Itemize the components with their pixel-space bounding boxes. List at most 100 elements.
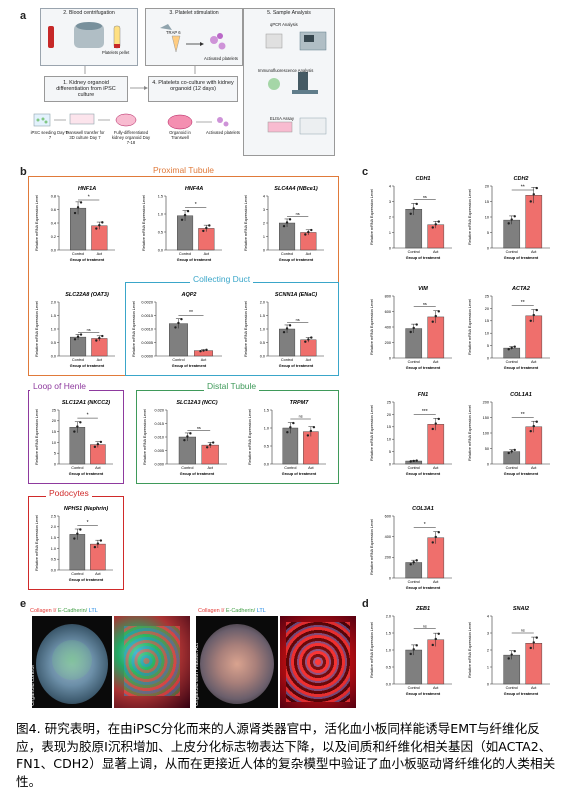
x-tick-label-act: Act xyxy=(306,252,312,256)
chart-acta2: ACTA2 0 5 10 15 20 25 Relative mRNA Expression … xyxy=(466,282,558,376)
data-point xyxy=(312,425,316,429)
plate-reader-icon xyxy=(299,117,327,135)
y-tick-label: 15 xyxy=(485,200,489,204)
y-axis-label: Relative mRNA Expression Level xyxy=(35,195,39,251)
workflow-arrows xyxy=(33,66,229,130)
chart-snai2: SNAI2 0 1 2 3 4 Relative mRNA Expression Level… xyxy=(466,602,558,702)
x-tick-label-act: Act xyxy=(97,358,103,362)
x-axis-label: Group of treatment xyxy=(504,692,539,696)
significance-label: ns xyxy=(296,318,300,322)
data-point xyxy=(101,334,104,338)
y-tick-label: 0 xyxy=(263,248,265,252)
y-tick-label: 0.0 xyxy=(51,568,56,572)
significance-label: ns xyxy=(87,328,91,332)
x-tick-label-act: Act xyxy=(531,360,537,364)
data-point xyxy=(529,200,532,203)
data-point xyxy=(529,646,532,650)
y-tick-label: 2.0 xyxy=(51,525,56,529)
chart-svg: SLC4A4 (NBce1) 0 1 2 3 4 Relative mRNA Express… xyxy=(244,186,324,262)
activated-platelet-icon xyxy=(210,36,218,44)
x-tick-label-control: Control xyxy=(408,580,420,584)
data-point xyxy=(513,215,516,218)
x-tick-label-control: Control xyxy=(506,686,518,690)
y-tick-label: 15 xyxy=(387,425,391,429)
data-point xyxy=(535,308,538,312)
data-point xyxy=(513,448,516,452)
y-tick-label: 25 xyxy=(52,408,56,412)
chart-svg: AQP2 0.0000 0.0005 0.0010 0.0015 0.0020 Relati… xyxy=(132,292,222,368)
chart-svg: NPHS1 (Nephrin) 0.0 0.5 1.0 1.5 2.0 2.5 Relativ… xyxy=(35,506,113,582)
y-tick-label: 0.0 xyxy=(51,354,56,358)
x-axis-label: Group of treatment xyxy=(172,364,207,368)
x-tick-label-control: Control xyxy=(72,252,84,256)
x-axis-label: Group of treatment xyxy=(504,256,539,260)
activated-platelet-icon-2 xyxy=(217,117,223,123)
organoid-control-overview-image xyxy=(32,616,112,708)
data-point xyxy=(409,330,412,334)
data-point xyxy=(76,425,79,428)
x-axis-label: Group of treatment xyxy=(279,258,314,262)
y-tick-label: 0 xyxy=(389,462,391,466)
y-tick-label: 0.0015 xyxy=(141,314,153,318)
transwell-label: Transwell transfer for 3D culture Day 7 xyxy=(65,130,105,140)
data-point xyxy=(76,532,79,535)
step-1-label: 1. Kidney organoid differentiation from … xyxy=(56,80,116,98)
chart-cdh1: CDH1 0 1 2 3 4 Relative mRNA Expression Level n… xyxy=(368,172,460,266)
y-tick-label: 0.0010 xyxy=(141,327,153,331)
chart-svg: HNF1A 0.0 0.2 0.4 0.6 0.8 Relative mRNA Expres… xyxy=(35,186,115,262)
legend-treated: Collagen I/ E-Cadherin/ LTL xyxy=(198,608,266,614)
y-axis-label: Relative mRNA Expression Level xyxy=(248,409,252,465)
y-tick-label: 600 xyxy=(385,514,391,518)
chart-svg: FN1 0 5 10 15 20 25 Relative mRNA Expression Le… xyxy=(370,392,452,476)
y-tick-label: 20 xyxy=(485,184,489,188)
collecting-duct-title: Collecting Duct xyxy=(190,274,254,284)
data-point xyxy=(434,535,437,539)
chart-title: VIM xyxy=(418,286,428,292)
y-axis-label: Relative mRNA Expression Level xyxy=(370,405,374,461)
y-tick-label: 25 xyxy=(387,400,391,404)
trap6-label: TRAP 6 xyxy=(166,30,181,35)
y-tick-label: 0 xyxy=(54,462,56,466)
y-tick-label: 0.5 xyxy=(386,665,391,669)
data-point xyxy=(415,202,418,206)
step-3-box: 3. Platelet stimulation xyxy=(145,8,243,66)
bar-act xyxy=(90,543,106,571)
organoid-treated-zoom-image xyxy=(280,616,356,708)
chart-title: FN1 xyxy=(418,392,428,398)
y-tick-label: 1.0 xyxy=(158,212,163,216)
data-point xyxy=(437,310,440,313)
y-tick-label: 20 xyxy=(387,413,391,417)
organoid-transwell-label: Organoid in Transwell xyxy=(169,130,191,140)
bar-act xyxy=(427,424,445,465)
chart-svg: ACTA2 0 5 10 15 20 25 Relative mRNA Expression … xyxy=(468,286,550,370)
bar-control xyxy=(405,562,423,579)
y-tick-label: 10 xyxy=(485,215,489,219)
y-tick-label: 0 xyxy=(389,356,391,360)
y-tick-label: 1 xyxy=(263,235,265,239)
data-point xyxy=(282,330,286,334)
y-tick-label: 50 xyxy=(485,447,489,451)
data-point xyxy=(73,338,77,341)
y-tick-label: 200 xyxy=(483,400,489,404)
data-point xyxy=(307,338,310,341)
y-tick-label: 20 xyxy=(52,419,56,423)
qpcr-label: qPCR Analysis xyxy=(270,22,298,27)
y-tick-label: 5 xyxy=(487,344,489,348)
proximal-tubule-title: Proximal Tubule xyxy=(150,165,217,175)
data-point xyxy=(209,443,212,446)
data-point xyxy=(431,427,434,431)
chart-title: COL3A1 xyxy=(412,506,434,512)
bar-act xyxy=(525,426,543,465)
label-organoid-treated: Organoid with Platelet Act xyxy=(194,643,200,706)
data-point xyxy=(431,643,434,647)
data-point xyxy=(434,637,437,641)
y-tick-label: 25 xyxy=(485,294,489,298)
chart-nphs1: NPHS1 (Nephrin) 0.0 0.5 1.0 1.5 2.0 2.5 Relativ… xyxy=(33,502,121,588)
elisa-label: ELISA Assay xyxy=(270,116,294,121)
y-tick-label: 5 xyxy=(54,452,56,456)
y-tick-label: 10 xyxy=(485,332,489,336)
x-tick-label-act: Act xyxy=(433,360,439,364)
chart-title: SLC4A4 (NBce1) xyxy=(274,186,318,192)
data-point xyxy=(177,321,180,325)
microscope-icon xyxy=(298,72,308,92)
